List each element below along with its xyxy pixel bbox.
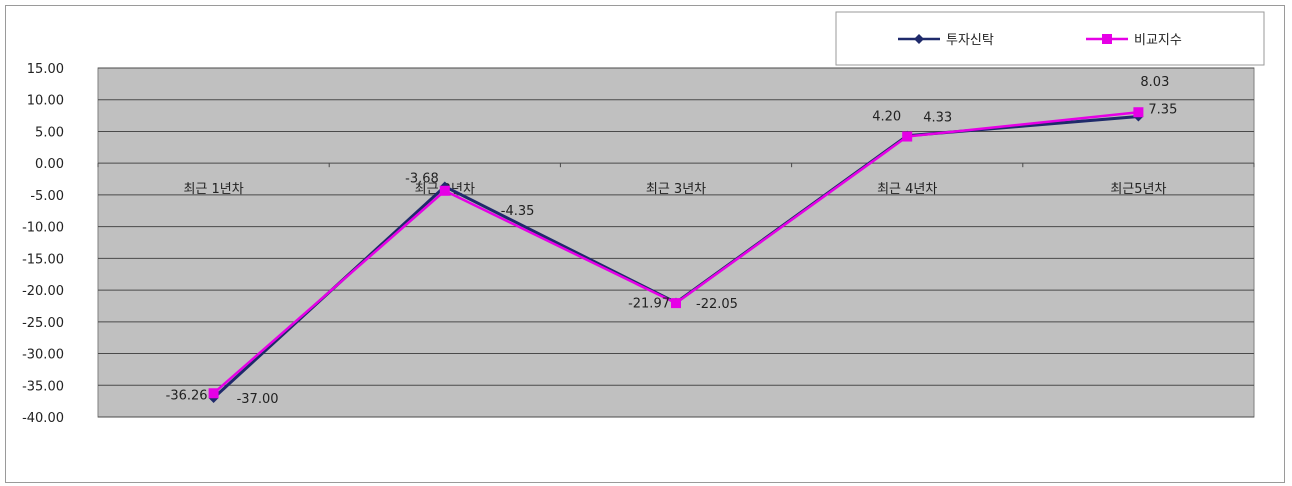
y-tick-label: 0.00 (35, 157, 64, 172)
y-tick-label: 5.00 (35, 125, 64, 140)
data-point-marker (208, 388, 219, 399)
data-label: -37.00 (237, 392, 279, 407)
y-tick-label: -30.00 (22, 348, 64, 363)
data-point-marker (671, 298, 681, 309)
legend-label-series-2: 비교지수 (1134, 33, 1182, 48)
data-label: 4.33 (923, 111, 952, 126)
y-tick-label: -25.00 (22, 316, 64, 331)
category-labels: 최근 1년차 최근 2년차 최근 3년차 최근 4년차 최근5년차 (183, 182, 1166, 197)
y-tick-label: -15.00 (22, 252, 64, 267)
y-axis-ticks: 15.00 10.00 5.00 0.00 -5.00 -10.00 -15.00 -20.0… (22, 62, 64, 426)
y-tick-label: 15.00 (27, 62, 64, 77)
data-label: -22.05 (696, 297, 738, 312)
category-label: 최근5년차 (1110, 182, 1166, 197)
data-point-marker (439, 185, 450, 196)
data-label: -21.97 (628, 297, 670, 312)
legend-marker-series-1 (914, 34, 924, 44)
legend: 투자신탁 비교지수 (835, 11, 1265, 66)
y-tick-label: -20.00 (22, 284, 64, 299)
legend-marker-series-2 (1102, 34, 1112, 44)
y-tick-label: -10.00 (22, 221, 64, 236)
y-tick-label: 10.00 (27, 94, 64, 109)
data-label: 8.03 (1140, 75, 1169, 90)
data-label: -3.68 (405, 172, 439, 187)
y-tick-label: -5.00 (30, 189, 64, 204)
gridlines (97, 67, 1255, 418)
y-tick-label: -35.00 (22, 379, 64, 394)
category-label: 최근 3년차 (646, 182, 706, 197)
category-label: 최근 1년차 (183, 182, 243, 197)
data-label: -36.26 (166, 388, 208, 403)
legend-label-series-1: 투자신탁 (946, 33, 994, 48)
data-label: -4.35 (501, 204, 535, 219)
series-markers (208, 107, 1144, 403)
data-label: 7.35 (1148, 103, 1177, 118)
data-point-marker (1133, 107, 1144, 118)
plot-area (97, 67, 1255, 418)
data-labels: -37.00 -3.68 -21.97 4.33 7.35 -36.26 -4.35 -22.… (166, 75, 1178, 407)
data-label: 4.20 (872, 110, 901, 125)
category-label: 최근 4년차 (877, 182, 937, 197)
y-tick-label: -40.00 (22, 411, 64, 426)
data-point-marker (902, 131, 913, 142)
